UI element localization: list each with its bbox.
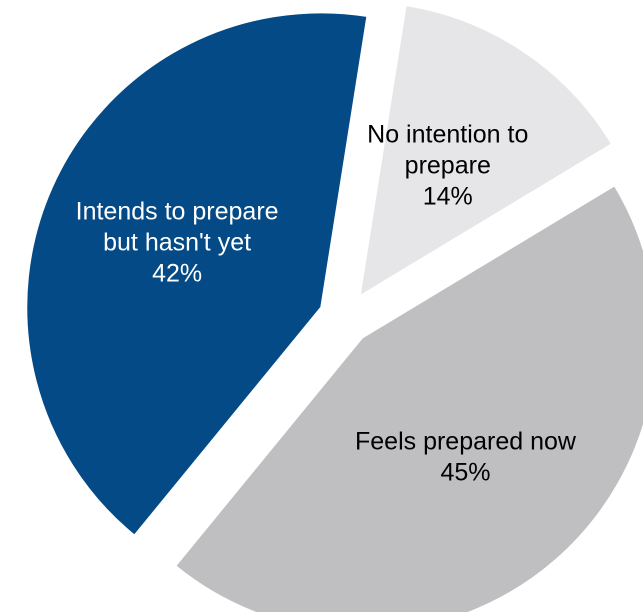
slice-category-label: No intention to [367,120,528,148]
slice-label-2: Intends to prepare but hasn't yet 42% [76,198,279,288]
slice-label-0: No intention to prepare 14% [367,120,528,210]
slice-category-label: Intends to prepare [76,198,279,226]
pie-slice-1 [173,183,643,612]
slice-category-label: but hasn't yet [103,229,251,257]
pie-slice-2 [25,11,369,538]
slice-label-1: Feels prepared now 45% [355,428,577,487]
slice-category-label: prepare [405,151,491,179]
slice-category-label: Feels prepared now [355,428,577,456]
pie-slice-0 [358,3,614,299]
slice-value-label: 14% [423,182,473,210]
slice-value-label: 42% [152,260,202,288]
slice-value-label: 45% [440,459,490,487]
